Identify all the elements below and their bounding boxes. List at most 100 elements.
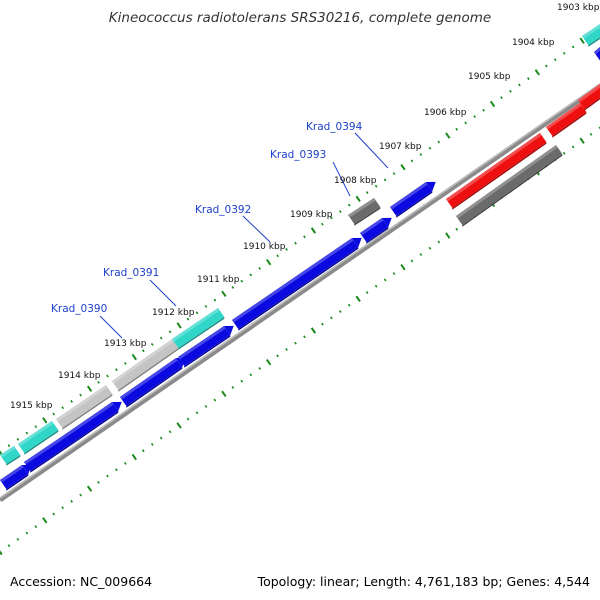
gene-blue-low-2-arrowhead (112, 401, 122, 412)
lower-scale-tick (562, 151, 566, 155)
gene-label-krad-0390[interactable]: Krad_0390 (51, 303, 107, 315)
upper-scale-tick (16, 437, 20, 441)
upper-scale-tick (276, 254, 279, 258)
genome-title: Kineococcus radiotolerans SRS30216, comp… (108, 10, 492, 26)
gene-blue-low-1-edge (30, 444, 71, 473)
kbp-label-1909: 1909 kbp (290, 210, 333, 220)
lower-scale-tick (321, 322, 324, 326)
gene-label-connectors (99, 132, 389, 339)
upper-scale-tick (347, 203, 351, 207)
upper-scale-tick (518, 83, 521, 87)
gene-blue-low-2-body (64, 402, 119, 445)
upper-scale-tick (79, 393, 82, 397)
accession-text: Accession: NC_009664 (10, 574, 153, 589)
upper-scale-tick (579, 37, 585, 44)
gene-label-krad-0394[interactable]: Krad_0394 (306, 121, 363, 133)
gene-blue-low-3-body (120, 358, 183, 407)
gene-blue-low-3 (120, 357, 186, 408)
gene-blue-top-edge (396, 191, 433, 218)
upper-scale-tick (159, 336, 163, 340)
lower-scale-tick (303, 335, 306, 339)
gene-cyan-top-edge (588, 37, 600, 47)
gene-blue-long (232, 237, 362, 331)
gene-red-1 (446, 133, 547, 210)
lower-scale-tick (25, 531, 29, 535)
connector-krad-0390 (99, 315, 123, 339)
upper-scale-tick (70, 399, 73, 403)
gene-cyan-2-edge (178, 317, 225, 350)
upper-scale-tick (562, 51, 566, 55)
gene-dark-gray-2-body (456, 145, 563, 226)
lower-scale-tick (266, 358, 272, 366)
upper-scale-tick (168, 330, 172, 334)
upper-scale-tick (285, 248, 288, 251)
lower-scale-tick (428, 246, 432, 250)
gene-red-2-body (546, 103, 587, 137)
gene-cyan-left-edge (0, 446, 21, 466)
lower-scale-tick (7, 544, 11, 548)
lower-scale-tick (168, 430, 172, 434)
lower-scale-tick (355, 295, 361, 303)
lower-scale-tick (258, 367, 262, 370)
gene-cyan-left-edge-edge (6, 455, 21, 466)
upper-scale-tick (124, 361, 127, 365)
gene-blue-small-edge (366, 227, 389, 244)
lower-scale-tick (338, 310, 342, 313)
upper-scale-tick (489, 100, 496, 108)
kbp-label-1911: 1911 kbp (197, 275, 240, 285)
lower-scale-tick (106, 474, 109, 478)
lower-scale-tick (52, 512, 56, 516)
upper-scale-tick (150, 342, 154, 346)
kbp-label-1904: 1904 kbp (512, 38, 555, 48)
upper-scale-tick (321, 222, 324, 226)
upper-scale-tick (221, 290, 227, 297)
upper-scale-tick (455, 127, 459, 131)
gene-label-krad-0393[interactable]: Krad_0393 (270, 149, 326, 161)
gene-blue-low-edge-edge (6, 474, 29, 491)
lower-scale-tick (86, 485, 93, 492)
upper-scale-tick (482, 108, 485, 112)
gene-blue-low-3-highlight (120, 358, 178, 400)
gene-blue-low-2-highlight (64, 402, 114, 438)
gene-label-krad-0391[interactable]: Krad_0391 (103, 267, 159, 279)
gene-cyan-1-highlight (18, 421, 54, 447)
upper-scale-tick (0, 450, 3, 456)
upper-scale-tick (213, 298, 217, 302)
gene-gray-1-edge (62, 394, 113, 430)
upper-scale-tick (294, 241, 297, 245)
gene-cyan-1-body (18, 421, 59, 454)
gene-label-krad-0392[interactable]: Krad_0392 (195, 204, 251, 216)
lower-scale-tick (392, 272, 396, 275)
lower-scale-tick (579, 137, 585, 144)
upper-scale-tick (534, 69, 540, 76)
lower-scale-tick (61, 506, 65, 510)
lower-scale-tick (276, 354, 279, 358)
gene-blue-low-edge-body (0, 465, 29, 490)
upper-scale-tick (383, 178, 387, 182)
upper-scale-tick (42, 417, 48, 424)
gene-cyan-2 (172, 308, 225, 350)
lower-scale-tick (79, 493, 82, 497)
upper-scale-tick (329, 216, 333, 220)
gene-blue-low-4-arrowhead (224, 325, 234, 336)
kbp-label-1906: 1906 kbp (424, 108, 467, 118)
lower-scale-tick (419, 253, 423, 257)
gene-blue-long-highlight (232, 238, 354, 323)
lower-scale-tick (131, 453, 137, 461)
lower-scale-tick (410, 259, 414, 263)
gene-blue-long-body (232, 238, 359, 330)
upper-scale-tick (106, 374, 109, 378)
gene-blue-low-2-edge (70, 411, 119, 446)
upper-scale-tick (527, 77, 530, 81)
lower-scale-tick (383, 278, 387, 282)
lower-scale-tick (195, 411, 199, 415)
upper-scale-tick (231, 286, 235, 289)
genome-summary-text: Topology: linear; Length: 4,761,183 bp; … (257, 574, 590, 589)
kbp-label-1907: 1907 kbp (379, 142, 422, 152)
gene-blue-small-body (360, 218, 389, 243)
gene-blue-low-4-body (178, 326, 231, 367)
lower-scale-tick (159, 436, 163, 440)
upper-scale-tick (52, 412, 56, 416)
